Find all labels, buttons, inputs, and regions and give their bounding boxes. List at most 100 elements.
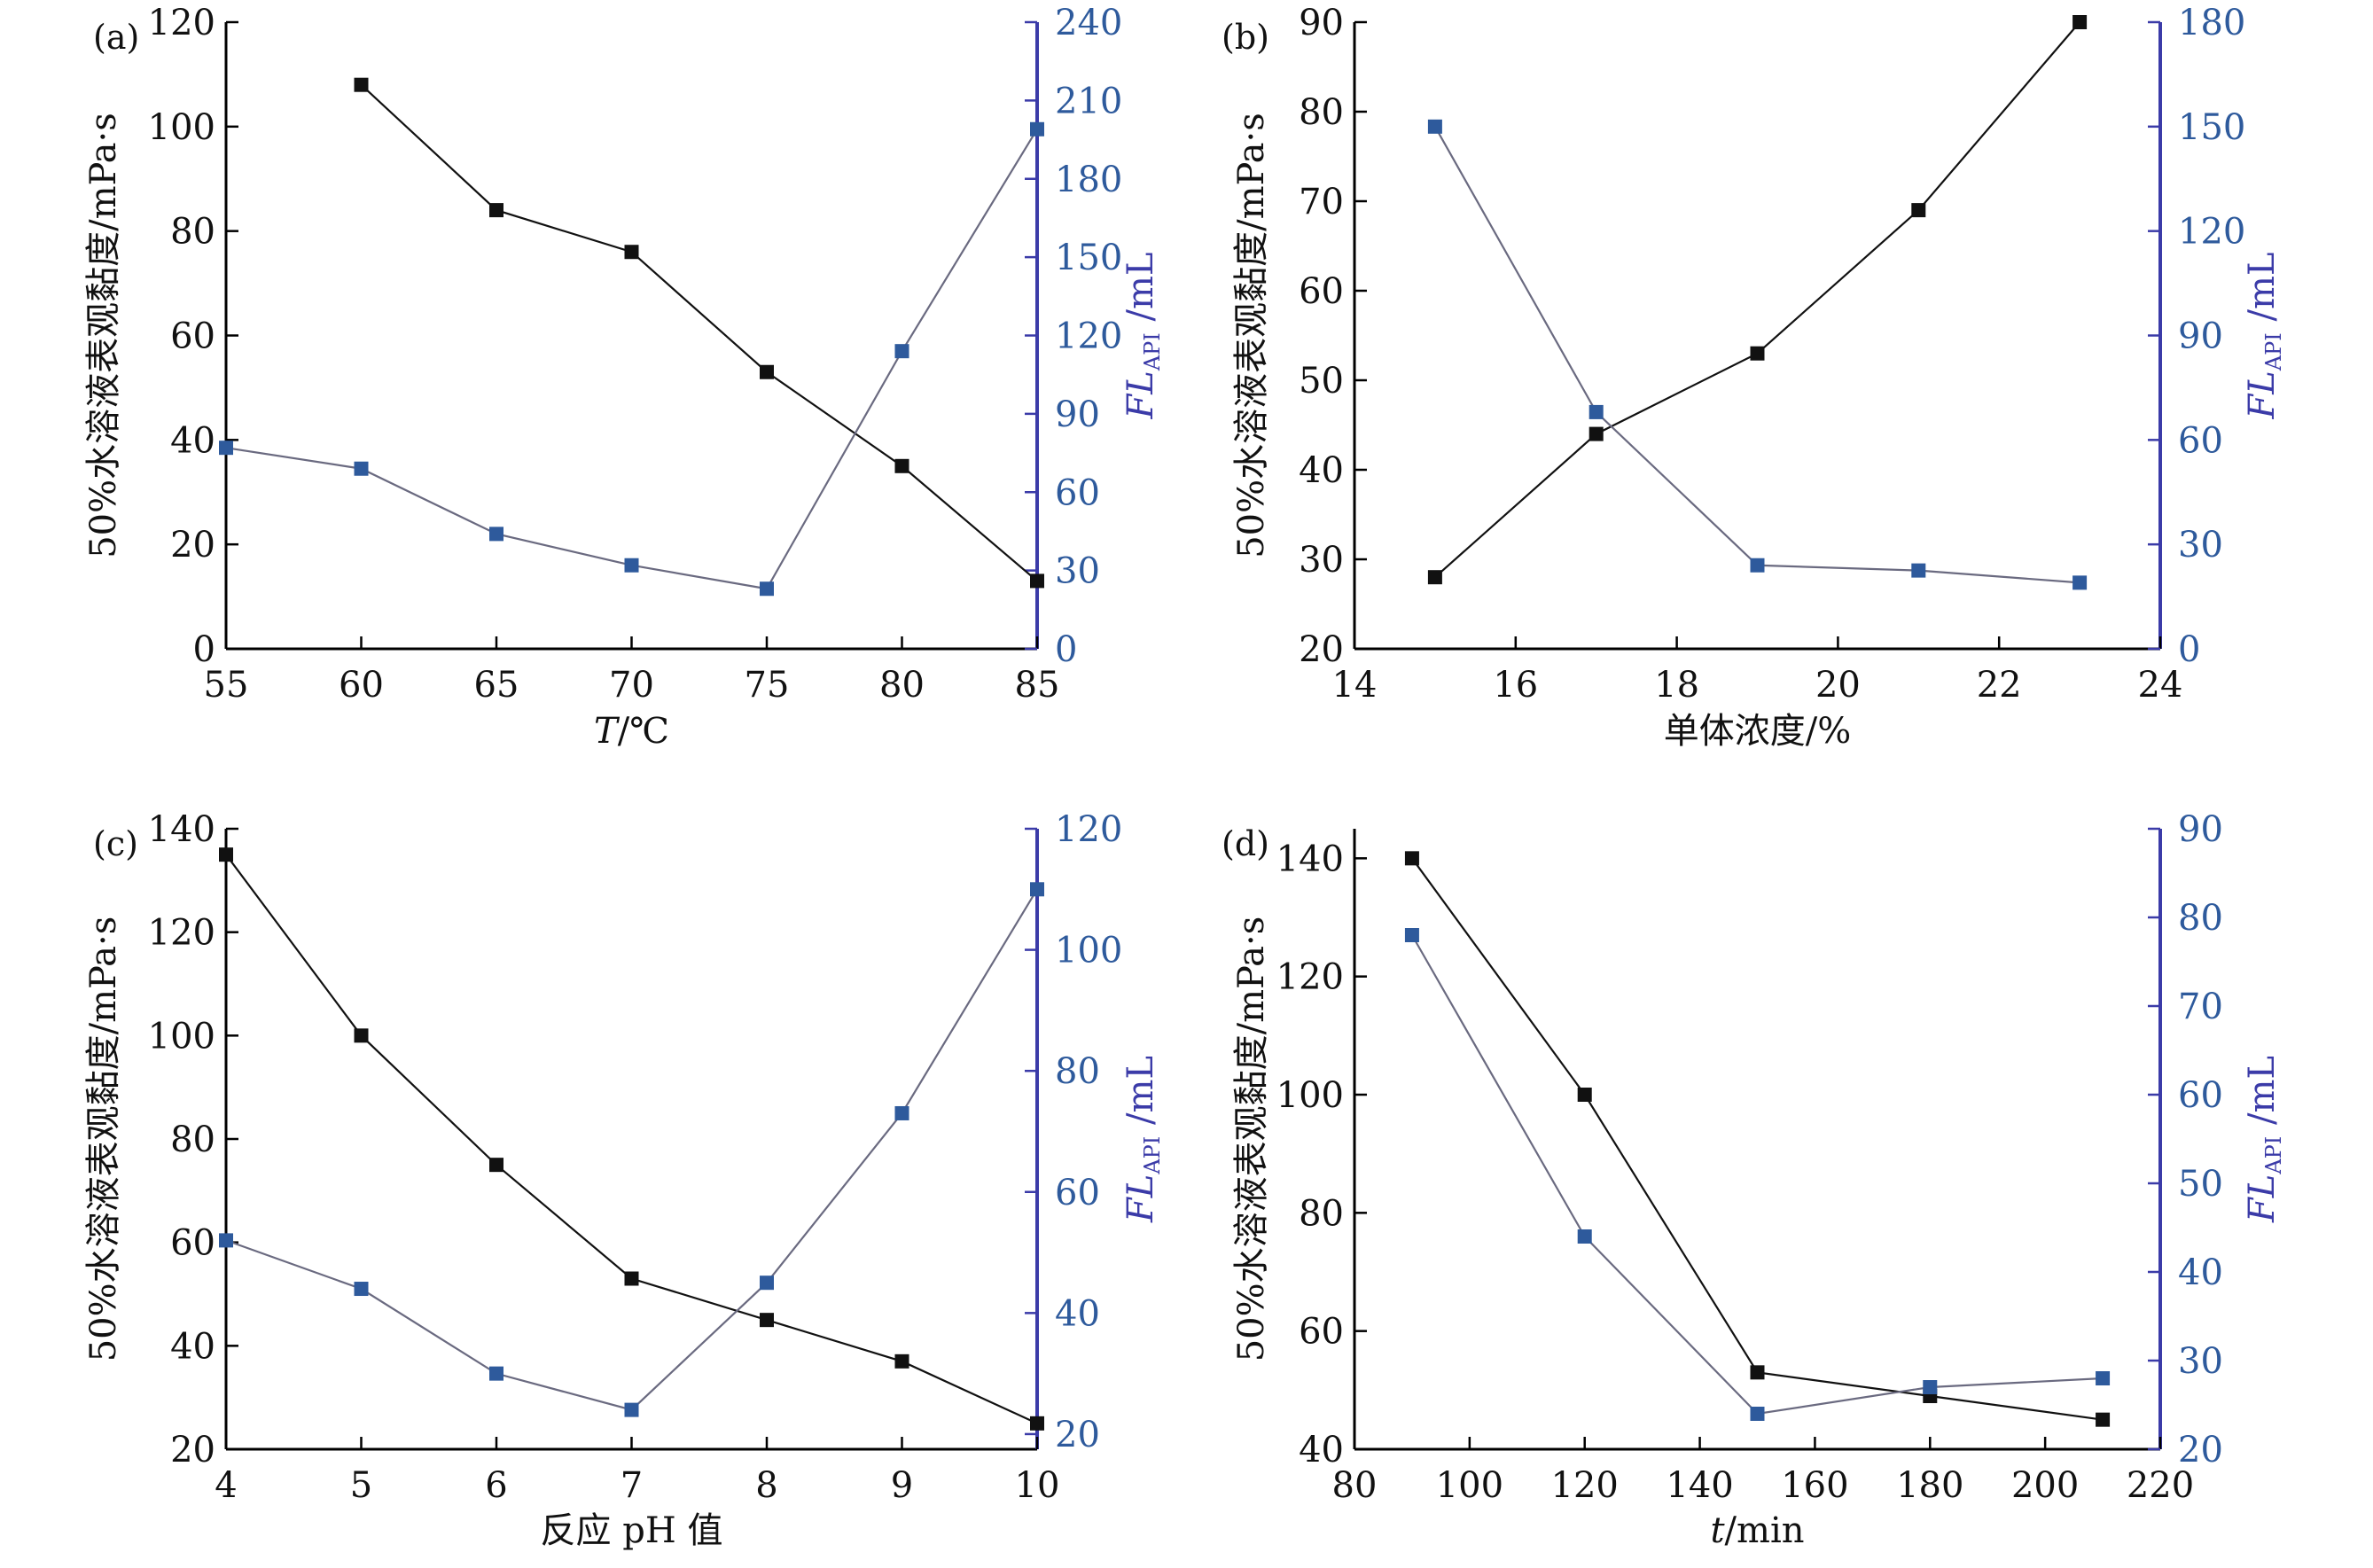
fl-api-point	[2096, 1371, 2111, 1385]
x-tick-label: 100	[1436, 1465, 1503, 1506]
x-axis-title: 单体浓度/%	[1664, 711, 1851, 752]
fl-api-point	[354, 1282, 369, 1297]
viscosity-series-line	[360, 83, 1038, 582]
y-tick-label-right: 180	[1055, 160, 1122, 200]
y-tick-label-right: 90	[2178, 809, 2223, 850]
chart-panel-2: 14 16 18 20 22 24 20 30 40 50 60 70 80 90 0 30 60 90 120 15…	[1222, 3, 2286, 752]
fl-api-point	[1577, 1229, 1592, 1244]
x-tick-label: 140	[1666, 1465, 1733, 1506]
fl-api-point	[489, 1366, 503, 1381]
viscosity-point	[219, 847, 233, 862]
viscosity-point	[1750, 1365, 1765, 1380]
y-tick-label-left: 120	[148, 3, 215, 43]
panel-label: (b)	[1222, 18, 1269, 57]
y-tick-label-right: 60	[1055, 1173, 1100, 1213]
fl-api-point	[1030, 121, 1044, 137]
y-tick-label-left: 40	[170, 420, 215, 461]
x-tick-label: 75	[745, 665, 790, 706]
fl-api-point	[2072, 575, 2088, 590]
y-tick-label-right: 210	[1055, 81, 1122, 121]
x-axis-title: t/min	[1710, 1510, 1804, 1551]
chart-panel-3: 4 5 6 7 8 9 10 20 40 60 80 100 120 140 20 40 60 80 100 120 (…	[83, 809, 1165, 1551]
x-tick-label: 70	[609, 665, 654, 706]
y-tick-label-right: 240	[1055, 3, 1122, 43]
viscosity-series-line	[225, 854, 1038, 1424]
x-tick-label: 65	[474, 665, 519, 706]
y-tick-label-left: 120	[148, 913, 215, 954]
fl-api-point	[894, 1105, 909, 1120]
fl-api-point	[1030, 882, 1044, 897]
y-axis-title-right: FLAPI /mL	[2242, 253, 2286, 420]
x-axis-title: T/℃	[594, 711, 669, 752]
x-tick-label: 8	[755, 1465, 777, 1506]
y-tick-label-right: 60	[2178, 1075, 2223, 1116]
y-tick-label-right: 120	[1055, 809, 1122, 850]
x-tick-label: 80	[1332, 1465, 1378, 1506]
y-tick-label-right: 90	[1055, 394, 1100, 435]
y-tick-label-left: 20	[170, 1430, 215, 1470]
fl-api-point	[489, 527, 503, 542]
y-tick-label-left: 0	[193, 629, 215, 670]
y-tick-label-right: 150	[2178, 107, 2245, 148]
y-tick-label-right: 50	[2178, 1164, 2223, 1205]
y-axis-title-right: FLAPI /mL	[1120, 253, 1165, 420]
x-axis-title: 反应 pH 值	[541, 1510, 723, 1551]
fl-api-point	[894, 344, 909, 359]
x-tick-label: 80	[879, 665, 925, 706]
y-tick-label-left: 20	[170, 525, 215, 566]
y-tick-label-right: 60	[1055, 472, 1100, 513]
chart-panel-4: 80 100 120 140 160 180 200 220 40 60 80 100 120 140 20…	[1222, 809, 2286, 1551]
y-tick-label-left: 140	[1276, 839, 1344, 879]
fl-api-point	[624, 558, 639, 573]
y-axis-title-right: FLAPI /mL	[1120, 1056, 1165, 1223]
y-tick-label-right: 120	[2178, 212, 2245, 253]
fl-api-point	[219, 1233, 233, 1248]
x-tick-label: 5	[350, 1465, 372, 1506]
y-tick-label-left: 60	[170, 1223, 215, 1264]
fl-api-series-line	[225, 888, 1038, 1411]
y-tick-label-left: 120	[1276, 957, 1344, 998]
fl-api-series-line	[1410, 934, 2104, 1416]
viscosity-point	[760, 364, 774, 379]
y-tick-label-left: 60	[1299, 271, 1344, 312]
panel-label: (a)	[93, 18, 139, 57]
x-tick-label: 160	[1781, 1465, 1848, 1506]
y-tick-label-right: 0	[2178, 629, 2200, 670]
viscosity-point	[354, 77, 369, 92]
x-tick-label: 20	[1815, 665, 1861, 706]
y-tick-label-right: 0	[1055, 629, 1077, 670]
y-tick-label-left: 70	[1299, 182, 1344, 222]
y-tick-label-left: 100	[148, 1016, 215, 1057]
x-tick-label: 14	[1332, 665, 1378, 706]
viscosity-point	[1030, 573, 1044, 589]
y-tick-label-right: 70	[2178, 987, 2223, 1027]
viscosity-point	[760, 1313, 774, 1328]
panel-label: (c)	[93, 824, 138, 863]
y-tick-label-left: 90	[1299, 3, 1344, 43]
y-axis-title-left: 50%水溶液表观黏度/mPa·s	[83, 917, 124, 1362]
y-axis-title-right: FLAPI /mL	[2242, 1056, 2286, 1223]
viscosity-point	[1911, 203, 1926, 218]
y-tick-label-right: 40	[1055, 1293, 1100, 1334]
viscosity-point	[894, 1353, 909, 1369]
y-tick-label-right: 100	[1055, 931, 1122, 971]
y-tick-label-left: 100	[1276, 1075, 1344, 1116]
y-tick-label-right: 60	[2178, 420, 2223, 461]
viscosity-point	[1404, 851, 1419, 866]
x-tick-label: 10	[1015, 1465, 1060, 1506]
fl-api-point	[760, 1275, 774, 1291]
y-tick-label-left: 30	[1299, 540, 1344, 581]
y-axis-title-left: 50%水溶液表观黏度/mPa·s	[1231, 917, 1272, 1362]
x-tick-label: 4	[215, 1465, 237, 1506]
fl-api-point	[1750, 558, 1765, 573]
y-tick-label-left: 40	[170, 1326, 215, 1367]
y-tick-label-left: 80	[1299, 1193, 1344, 1234]
fl-api-series-line	[225, 129, 1038, 590]
fl-api-point	[1750, 1407, 1765, 1421]
y-tick-label-left: 20	[1299, 629, 1344, 670]
y-tick-label-right: 80	[1055, 1051, 1100, 1092]
y-tick-label-right: 180	[2178, 3, 2245, 43]
x-tick-label: 9	[891, 1465, 913, 1506]
y-axis-title-left: 50%水溶液表观黏度/mPa·s	[1231, 113, 1272, 558]
